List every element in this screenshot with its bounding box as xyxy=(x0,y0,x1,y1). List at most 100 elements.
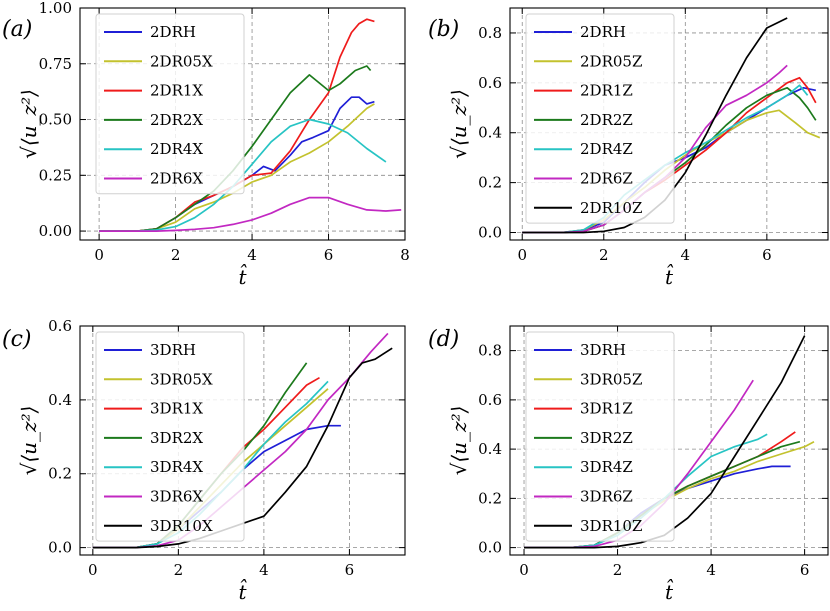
x-axis-label: t̂ xyxy=(238,263,247,289)
x-tick-label: 0 xyxy=(519,561,529,579)
legend-label: 3DR05X xyxy=(150,370,213,388)
legend-label: 2DR4Z xyxy=(580,140,633,158)
y-tick-label: 0.2 xyxy=(48,465,72,483)
x-tick-label: 4 xyxy=(706,561,716,579)
series-line-2dr10z xyxy=(522,17,788,234)
x-tick-label: 2 xyxy=(174,561,184,579)
legend-box xyxy=(95,331,245,542)
legend-label: 3DR1X xyxy=(150,400,203,418)
y-axis-label: √⟨u_z²⟩ xyxy=(17,89,41,159)
x-tick-label: 0 xyxy=(94,246,104,264)
x-tick-label: 4 xyxy=(259,561,269,579)
x-axis-label: t̂ xyxy=(665,263,674,289)
legend-label: 3DR05Z xyxy=(580,370,642,388)
legend-box xyxy=(525,331,675,542)
y-tick-label: 0.25 xyxy=(39,166,72,184)
y-tick-label: 0.0 xyxy=(48,539,72,557)
y-tick-label: 0.6 xyxy=(48,317,72,335)
series-line-3dr6x xyxy=(92,332,389,549)
y-tick-label: 0.8 xyxy=(478,24,502,42)
x-tick-label: 0 xyxy=(88,561,98,579)
y-tick-label: 0.0 xyxy=(478,539,502,557)
series-line-2dr4x xyxy=(99,118,387,232)
legend-label: 2DR2X xyxy=(150,111,203,129)
legend-label: 3DR2Z xyxy=(580,429,633,447)
y-tick-label: 0.4 xyxy=(48,391,72,409)
legend-label: 2DRH xyxy=(150,23,196,41)
series-line-2dr6z xyxy=(522,64,788,234)
x-tick-label: 4 xyxy=(247,246,257,264)
legend-label: 2DRH xyxy=(580,23,626,41)
panel-d: 0 2 4 6 0.0 0.2 0.4 0.6 0.8 t̂ √⟨u_z²⟩ (d) 3DRH 3DR05… xyxy=(428,325,829,604)
legend-label: 2DR05X xyxy=(150,52,213,70)
legend-label: 3DR4X xyxy=(150,458,203,476)
legend: 3DRH 3DR05Z 3DR1Z 3DR2Z 3DR4Z 3DR6Z 3DR10Z xyxy=(525,331,675,542)
panel-label: (a) xyxy=(2,17,32,42)
y-tick-label: 0.0 xyxy=(478,224,502,242)
x-tick-label: 4 xyxy=(681,246,691,264)
plot-frame xyxy=(79,7,406,241)
panel-label: (b) xyxy=(428,17,459,42)
y-axis-label: √⟨u_z²⟩ xyxy=(447,406,471,476)
legend-label: 2DR05Z xyxy=(580,52,642,70)
x-tick-label: 0 xyxy=(517,246,527,264)
legend-label: 3DR6Z xyxy=(580,488,633,506)
legend-label: 3DR4Z xyxy=(580,458,633,476)
y-axis-label: √⟨u_z²⟩ xyxy=(17,406,41,476)
x-tick-label: 8 xyxy=(400,246,410,264)
legend-label: 2DR4X xyxy=(150,140,203,158)
panel-b: 0 2 4 6 0.0 0.2 0.4 0.6 0.8 t̂ √⟨u_z²⟩ (b) 2DRH 2DR05… xyxy=(428,7,829,289)
y-tick-label: 0.8 xyxy=(478,342,502,360)
x-tick-label: 2 xyxy=(599,246,609,264)
series-line-2dr4z xyxy=(522,84,809,234)
y-tick-label: 0.50 xyxy=(39,111,72,129)
legend-label: 3DR6X xyxy=(150,488,203,506)
x-tick-label: 6 xyxy=(762,246,772,264)
series-line-2dr05z xyxy=(522,109,821,234)
y-tick-label: 0.6 xyxy=(478,391,502,409)
panel-a: 0 2 4 6 8 0.00 0.25 0.50 0.75 1.00 t̂ √⟨u_z²⟩ (a) 2DR… xyxy=(2,0,410,289)
plot-frame xyxy=(509,7,829,241)
legend-label: 2DR1X xyxy=(150,82,203,100)
y-tick-label: 0.4 xyxy=(478,440,502,458)
y-tick-label: 0.2 xyxy=(478,489,502,507)
series-line-2dr2x xyxy=(99,65,372,232)
legend: 3DRH 3DR05X 3DR1X 3DR2X 3DR4X 3DR6X 3DR10X xyxy=(95,331,245,542)
legend-label: 2DR1Z xyxy=(580,82,633,100)
x-tick-label: 6 xyxy=(345,561,355,579)
x-axis-label: t̂ xyxy=(238,578,247,604)
legend: 2DRH 2DR05Z 2DR1Z 2DR2Z 2DR4Z 2DR6Z 2DR10Z xyxy=(525,13,675,224)
legend-label: 3DR2X xyxy=(150,429,203,447)
x-tick-label: 2 xyxy=(171,246,181,264)
legend-label: 3DR10Z xyxy=(580,517,642,535)
legend-label: 2DR10Z xyxy=(580,199,642,217)
series-line-3dr10z xyxy=(524,335,806,549)
legend-label: 3DRH xyxy=(580,341,626,359)
x-axis-label: t̂ xyxy=(665,578,674,604)
legend-label: 3DR1Z xyxy=(580,400,633,418)
series-line-2dr6x xyxy=(99,196,402,232)
panel-c: 0 2 4 60.00.20.40.6t̂√⟨u_z²⟩(c) 3DRH3DR05X3D… xyxy=(2,317,406,604)
plot-frame xyxy=(79,325,406,556)
panel-label: (c) xyxy=(2,327,32,352)
x-tick-label: 2 xyxy=(613,561,623,579)
y-tick-label: 0.2 xyxy=(478,174,502,192)
legend-box xyxy=(525,13,675,224)
legend: 2DRH 2DR05X 2DR1X 2DR2X 2DR4X 2DR6X xyxy=(95,13,245,195)
y-tick-label: 0.4 xyxy=(478,124,502,142)
series-line-3dr10x xyxy=(92,347,393,549)
x-tick-label: 6 xyxy=(324,246,334,264)
legend-label: 2DR2Z xyxy=(580,111,633,129)
y-axis-label: √⟨u_z²⟩ xyxy=(447,89,471,159)
y-tick-label: 0.75 xyxy=(39,55,72,73)
legend-label: 3DR10X xyxy=(150,517,213,535)
legend-label: 3DRH xyxy=(150,341,196,359)
legend-label: 2DR6Z xyxy=(580,170,633,188)
plot-frame xyxy=(509,325,829,556)
panel-label: (d) xyxy=(428,327,459,352)
legend-label: 2DR6X xyxy=(150,170,203,188)
y-tick-label: 0.00 xyxy=(39,222,72,240)
x-tick-label: 6 xyxy=(800,561,810,579)
y-tick-label: 1.00 xyxy=(39,0,72,17)
